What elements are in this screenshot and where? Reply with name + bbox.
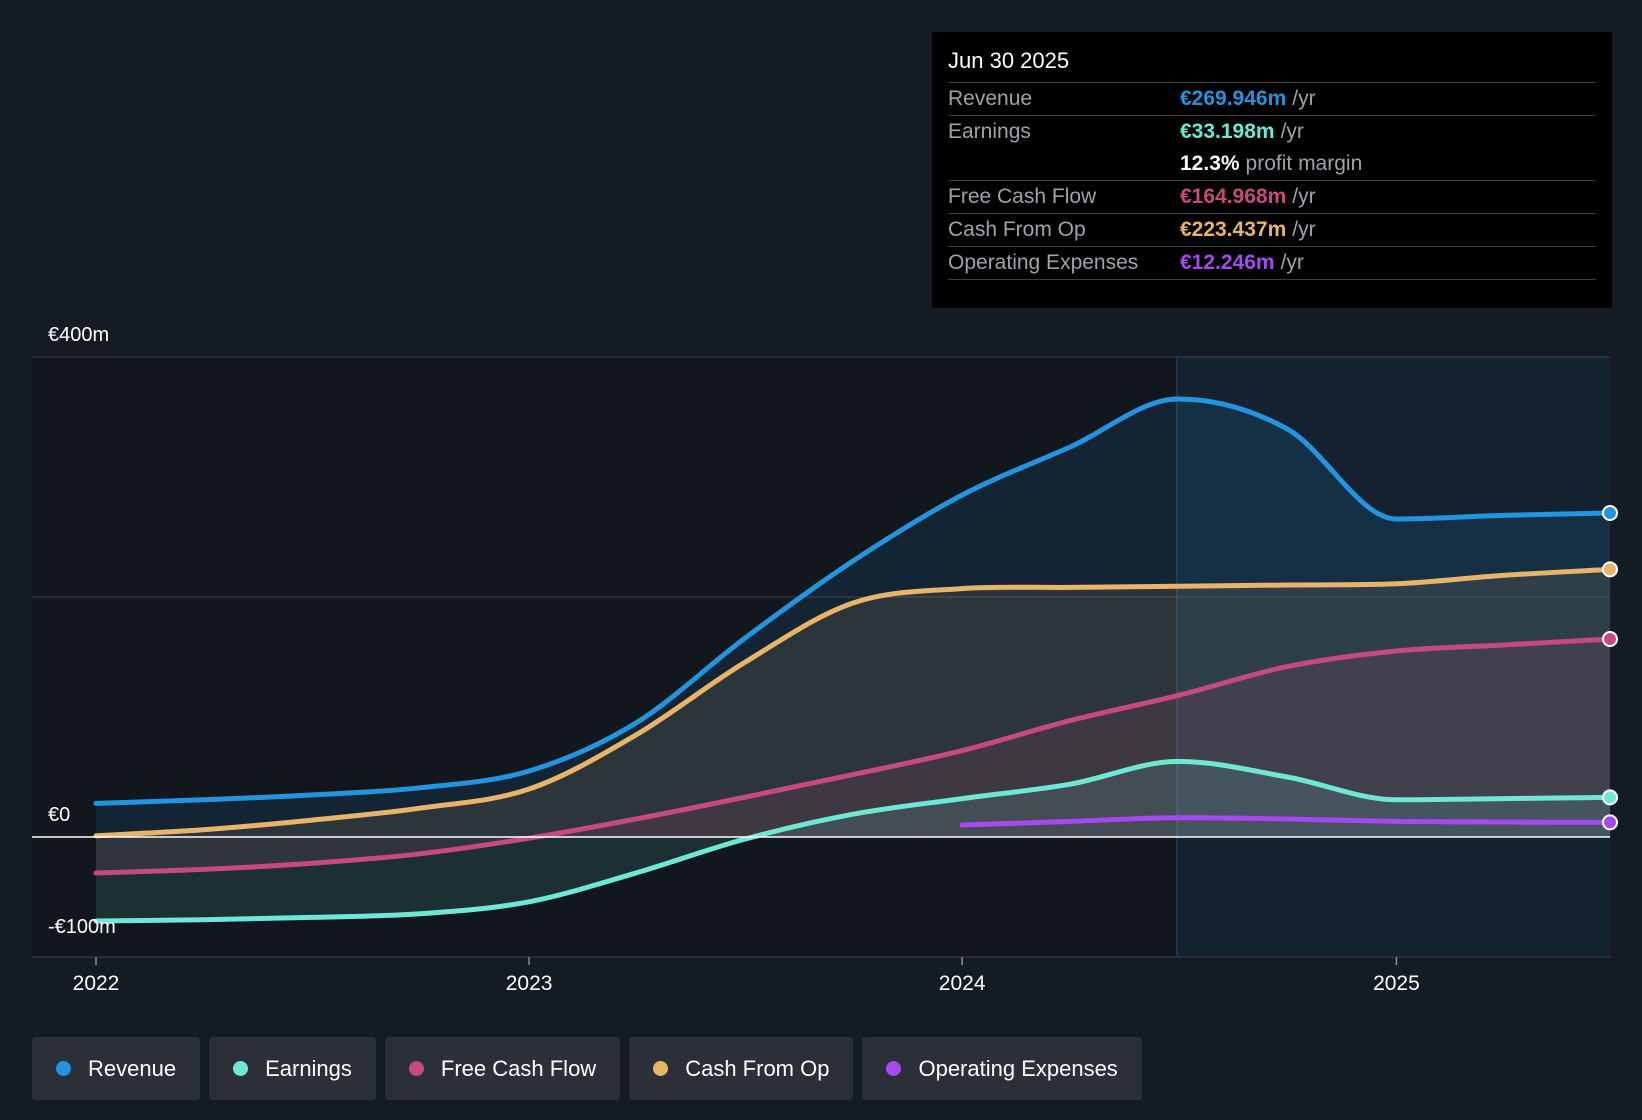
tooltip-row-unit: /yr — [1280, 251, 1304, 274]
legend-label: Revenue — [88, 1055, 177, 1081]
negative-tint — [96, 837, 769, 921]
tooltip-row: Earnings €33.198m/yr — [948, 116, 1596, 148]
legend-dot-icon — [886, 1061, 902, 1076]
legend-dot-icon — [233, 1061, 249, 1076]
tooltip-row-unit: /yr — [1292, 218, 1316, 241]
area-earnings — [96, 761, 1610, 921]
tooltip-row-unit: /yr — [1280, 120, 1304, 143]
x-tick-label: 2025 — [1373, 972, 1420, 995]
area-cash-from-op — [96, 569, 1610, 837]
tooltip-row-value: €223.437m — [1180, 218, 1287, 241]
tooltip-row-unit: /yr — [1292, 87, 1316, 110]
tooltip-row: Operating Expenses €12.246m/yr — [948, 247, 1596, 280]
end-point-free-cash-flow — [1602, 631, 1618, 647]
tooltip-row-label: Cash From Op — [948, 218, 1086, 241]
tooltip-row-value: €269.946m — [1180, 87, 1287, 110]
tooltip-row-unit: /yr — [1292, 185, 1316, 208]
line-free-cash-flow — [93, 636, 1613, 876]
line-revenue — [93, 396, 1613, 806]
line-earnings — [93, 758, 1613, 924]
tooltip-row: Revenue €269.946m/yr — [948, 83, 1596, 116]
end-point-operating-expenses — [1602, 814, 1618, 831]
y-tick-label: €400m — [48, 324, 109, 346]
end-point-revenue — [1602, 505, 1618, 521]
legend-item-cash-from-op[interactable]: Cash From Op — [629, 1037, 854, 1100]
area-revenue — [96, 399, 1610, 837]
legend-dot-icon — [653, 1061, 669, 1076]
end-point-cash-from-op — [1602, 561, 1618, 578]
x-tick-label: 2023 — [506, 972, 553, 995]
legend-dot-icon — [408, 1061, 424, 1076]
highlight-region — [1176, 357, 1610, 957]
legend: Revenue Earnings Free Cash Flow Cash From O… — [32, 1037, 1142, 1100]
legend-item-operating-expenses[interactable]: Operating Expenses — [862, 1037, 1142, 1100]
legend-item-revenue[interactable]: Revenue — [32, 1037, 201, 1100]
legend-label: Cash From Op — [685, 1055, 830, 1081]
tooltip-row-value: €12.246m — [1180, 251, 1275, 274]
tooltip-row-value: 12.3% — [1180, 152, 1240, 175]
legend-label: Free Cash Flow — [440, 1055, 597, 1081]
x-tick-label: 2022 — [73, 972, 120, 995]
tooltip: Jun 30 2025 Revenue €269.946m/yr Earnings €… — [932, 32, 1612, 308]
tooltip-row-label — [948, 148, 1180, 180]
legend-label: Operating Expenses — [918, 1055, 1118, 1081]
tooltip-row: 12.3% profit margin — [948, 148, 1596, 181]
end-point-earnings — [1602, 789, 1618, 806]
legend-item-earnings[interactable]: Earnings — [209, 1037, 376, 1100]
legend-label: Earnings — [265, 1055, 352, 1081]
tooltip-row: Cash From Op €223.437m/yr — [948, 214, 1596, 247]
tooltip-row-value: €164.968m — [1180, 185, 1287, 208]
tooltip-row: Free Cash Flow €164.968m/yr — [948, 181, 1596, 214]
line-operating-expenses — [959, 815, 1613, 828]
y-tick-label: €0 — [48, 804, 70, 826]
tooltip-row-label: Earnings — [948, 120, 1031, 143]
x-tick-label: 2024 — [939, 972, 986, 995]
legend-item-free-cash-flow[interactable]: Free Cash Flow — [384, 1037, 621, 1100]
tooltip-row-label: Revenue — [948, 87, 1033, 110]
y-tick-label: -€100m — [48, 916, 116, 938]
area-free-cash-flow — [96, 639, 1610, 873]
line-cash-from-op — [93, 566, 1613, 839]
tooltip-row-value: €33.198m — [1180, 120, 1275, 143]
tooltip-date: Jun 30 2025 — [948, 46, 1596, 83]
tooltip-row-label: Operating Expenses — [948, 251, 1139, 274]
tooltip-row-unit: profit margin — [1245, 152, 1363, 175]
tooltip-row-label: Free Cash Flow — [948, 185, 1097, 208]
legend-dot-icon — [56, 1061, 71, 1076]
